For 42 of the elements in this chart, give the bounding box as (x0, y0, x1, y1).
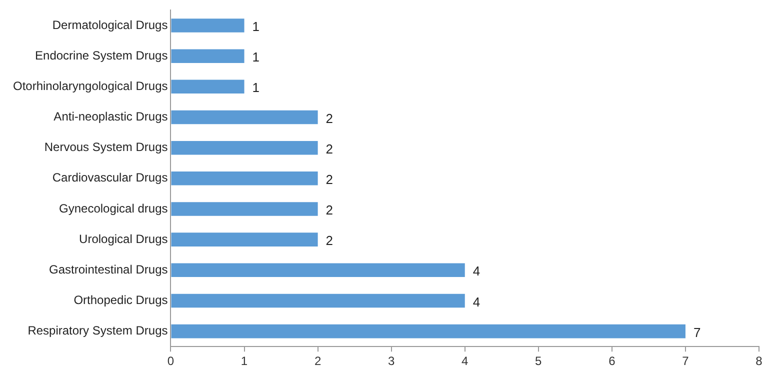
bar (171, 172, 318, 186)
y-tick-label: Otorhinolaryngological Drugs (12, 78, 168, 93)
y-tick-label: Cardiovascular Drugs (52, 170, 168, 185)
x-tick-label: 8 (756, 354, 763, 368)
y-tick-label: Endocrine System Drugs (35, 48, 168, 62)
bar (171, 80, 244, 94)
bar (171, 202, 318, 216)
data-label: 4 (472, 264, 480, 279)
x-tick-label: 2 (314, 354, 322, 368)
y-tick-label: Respiratory System Drugs (28, 324, 168, 338)
data-label: 4 (472, 294, 480, 310)
x-tick-label: 1 (240, 354, 248, 368)
x-tick-label: 4 (462, 354, 469, 368)
bar (171, 263, 465, 278)
y-tick-label: Anti-neoplastic Drugs (54, 110, 168, 124)
data-label: 2 (326, 202, 334, 218)
data-label: 2 (326, 141, 334, 156)
y-tick-label: Gynecological drugs (59, 201, 168, 216)
x-tick-label: 6 (608, 354, 616, 368)
y-tick-label: Orthopedic Drugs (74, 293, 168, 308)
data-label: 2 (326, 172, 334, 187)
bar (171, 110, 318, 124)
y-tick-label: Nervous System Drugs (44, 140, 168, 154)
bar (171, 294, 465, 308)
y-tick-label: Gastrointestinal Drugs (49, 262, 168, 276)
data-label: 1 (252, 50, 260, 65)
y-tick-label: Urological Drugs (79, 232, 168, 246)
x-tick-label: 5 (535, 354, 542, 368)
x-tick-label: 3 (388, 354, 395, 368)
bar (171, 324, 686, 338)
bar (171, 232, 318, 246)
data-label: 2 (326, 110, 334, 126)
data-label: 7 (693, 324, 701, 340)
x-tick-label: 7 (682, 354, 690, 368)
y-tick-label: Dermatological Drugs (52, 18, 168, 32)
bar (171, 18, 244, 32)
data-label: 2 (326, 233, 334, 248)
data-label: 1 (252, 19, 260, 34)
bar (171, 49, 244, 63)
bar (171, 140, 318, 155)
x-tick-label: 0 (167, 354, 174, 368)
data-label: 1 (252, 80, 260, 96)
